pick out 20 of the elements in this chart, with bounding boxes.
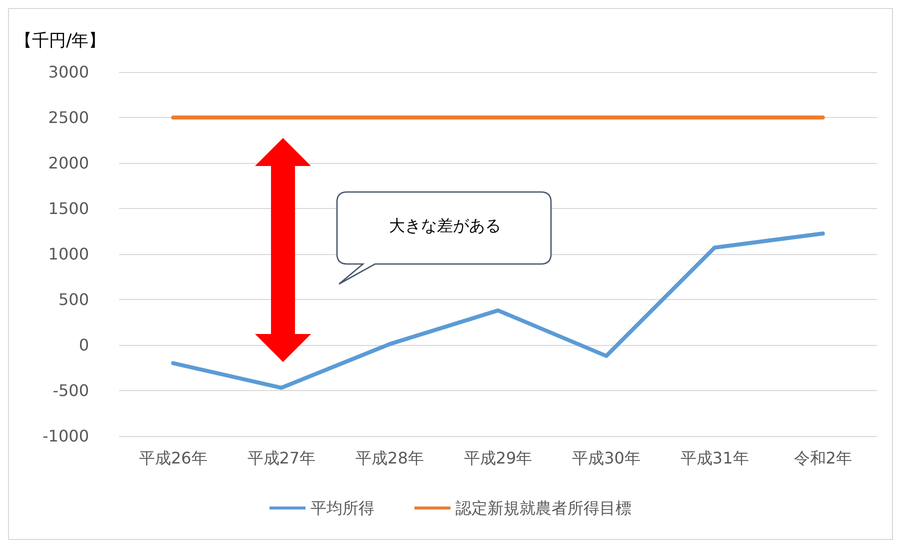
y-tick-label: 1000 (48, 244, 89, 264)
y-tick-label: -1000 (42, 426, 89, 446)
x-tick-label: 平成28年 (356, 448, 424, 468)
x-tick-label: 令和2年 (794, 448, 852, 468)
x-tick-label: 平成30年 (572, 448, 640, 468)
y-axis-title: 【千円/年】 (15, 30, 106, 52)
y-tick-label: -500 (52, 381, 89, 400)
annotation: 大きな差がある (388, 216, 502, 237)
y-tick-label: 3000 (48, 62, 89, 82)
legend-label: 平均所得 (310, 498, 374, 518)
x-tick-label: 平成31年 (680, 448, 749, 468)
x-tick-label: 平成27年 (247, 448, 316, 468)
x-tick-label: 平成29年 (464, 448, 532, 468)
y-tick-label: 500 (58, 290, 89, 309)
y-tick-label: 1500 (48, 199, 89, 218)
legend-label: 認定新規就農者所得目標 (456, 498, 632, 518)
y-tick-label: 2500 (48, 108, 89, 127)
x-tick-label: 平成26年 (138, 448, 208, 468)
y-tick-label: 0 (78, 336, 89, 354)
y-tick-label: 2000 (48, 154, 89, 172)
